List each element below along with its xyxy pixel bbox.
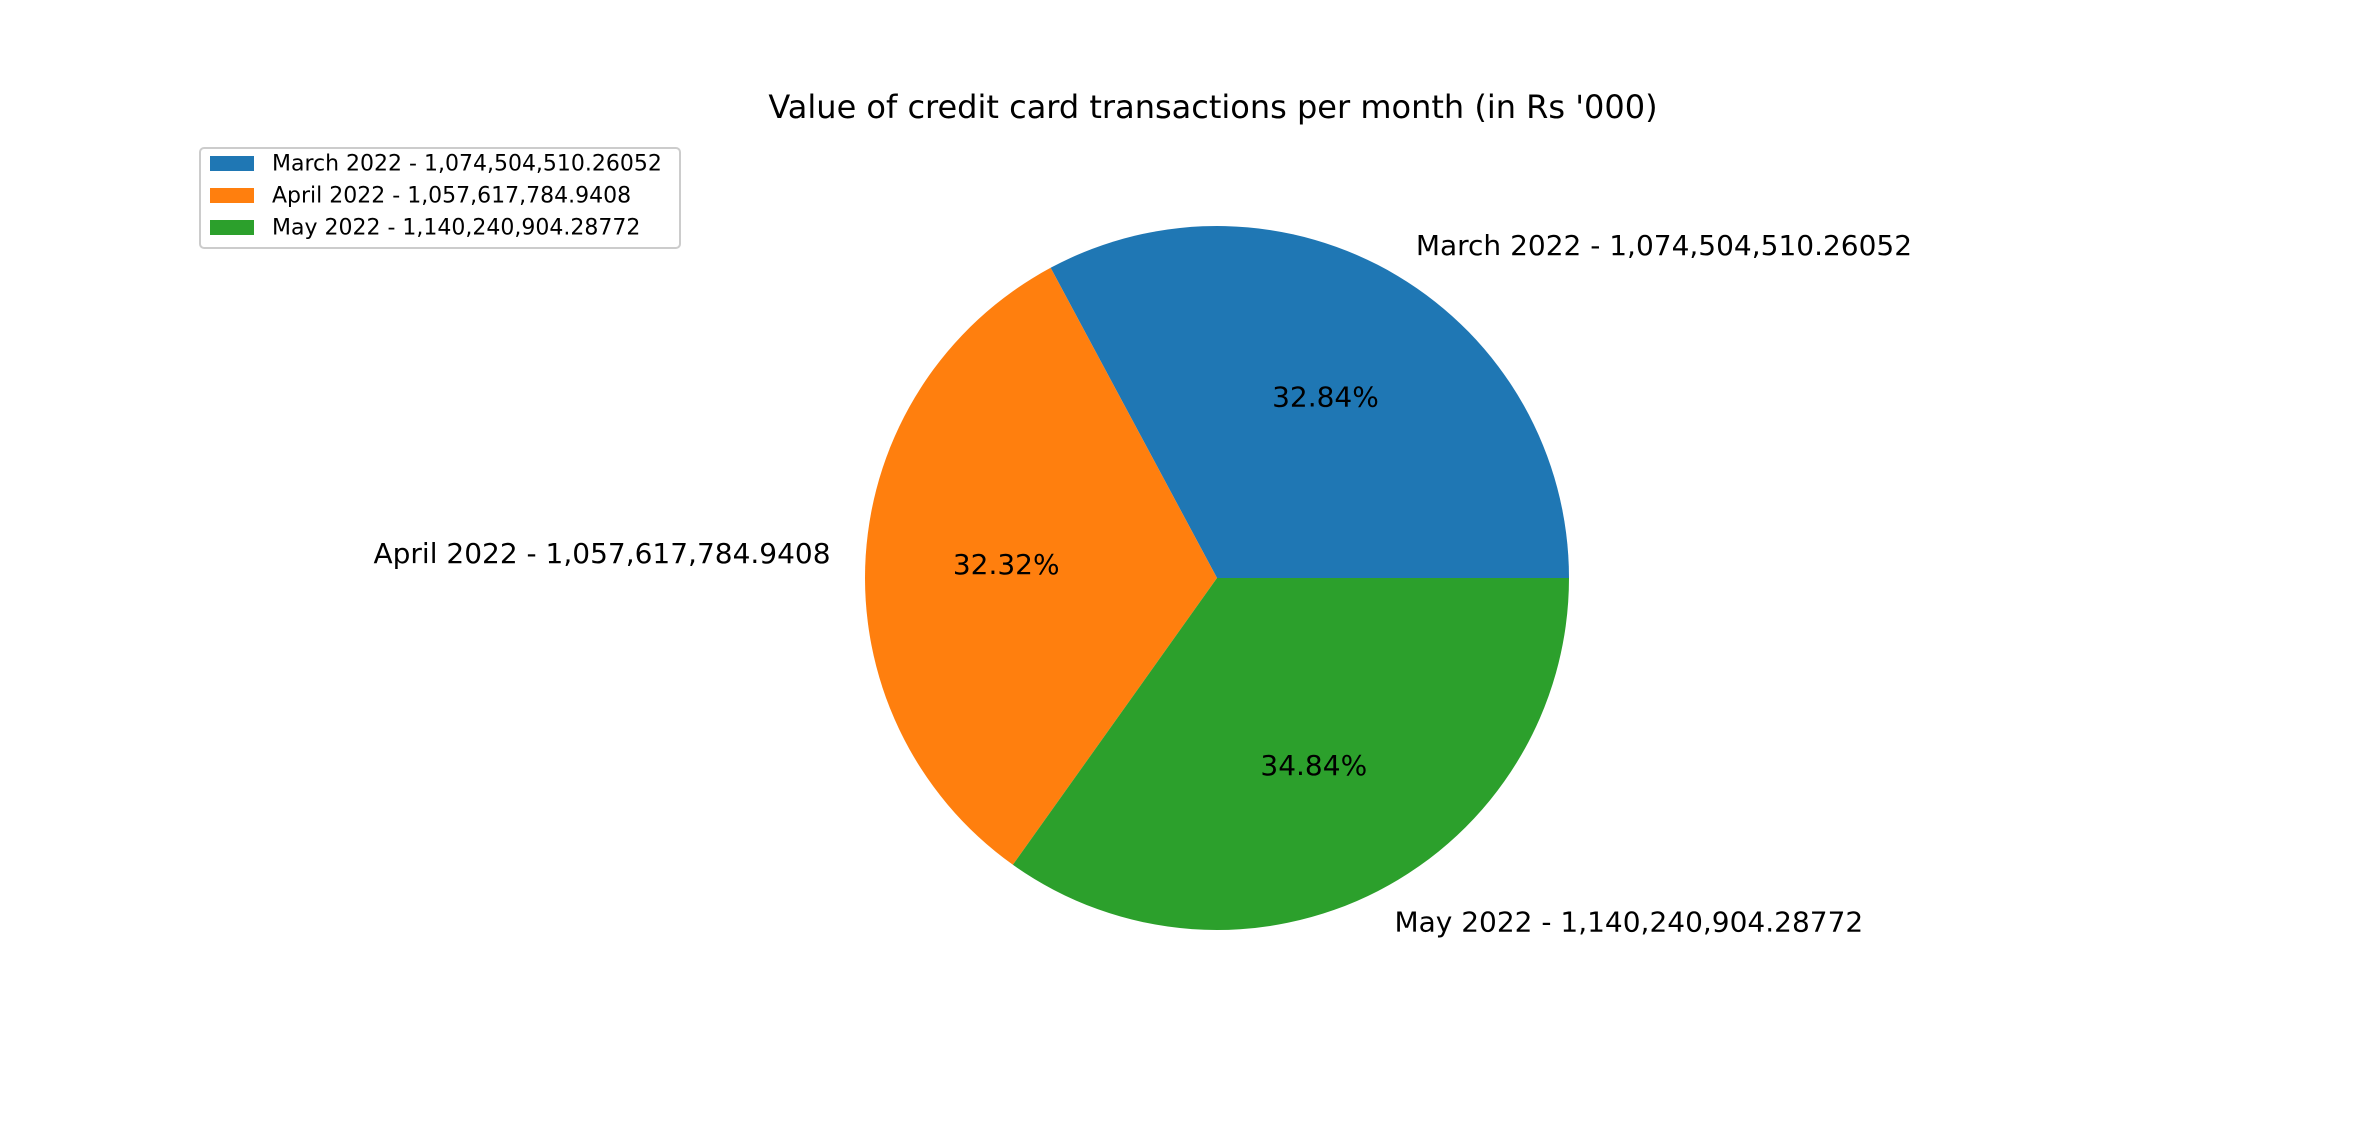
slice-outer-label-1: April 2022 - 1,057,617,784.9408 xyxy=(373,537,830,570)
slice-percent-label-1: 32.32% xyxy=(953,548,1060,581)
chart-title: Value of credit card transactions per mo… xyxy=(768,88,1657,126)
legend: March 2022 - 1,074,504,510.26052 April 20… xyxy=(199,147,681,249)
slice-outer-label-0: March 2022 - 1,074,504,510.26052 xyxy=(1416,229,1912,262)
pie-slice-2 xyxy=(1012,578,1569,931)
legend-frame xyxy=(199,147,681,249)
legend-entry-2: May 2022 - 1,140,240,904.28772 xyxy=(272,216,640,241)
pie-slices xyxy=(864,226,1569,931)
slice-outer-label-2: May 2022 - 1,140,240,904.28772 xyxy=(1394,906,1863,939)
legend-entry-1: April 2022 - 1,057,617,784.9408 xyxy=(272,184,631,209)
legend-swatch-1 xyxy=(210,188,254,203)
slice-labels: 32.84% March 2022 - 1,074,504,510.26052 32… xyxy=(373,229,1912,938)
slice-percent-label-0: 32.84% xyxy=(1272,380,1379,413)
pie-slice-0 xyxy=(1050,226,1569,579)
legend-swatch-0 xyxy=(210,156,254,171)
pie-slice-1 xyxy=(864,267,1217,865)
legend-entry-0: March 2022 - 1,074,504,510.26052 xyxy=(272,152,662,177)
slice-percent-label-2: 34.84% xyxy=(1260,749,1367,782)
legend-swatch-2 xyxy=(210,220,254,235)
